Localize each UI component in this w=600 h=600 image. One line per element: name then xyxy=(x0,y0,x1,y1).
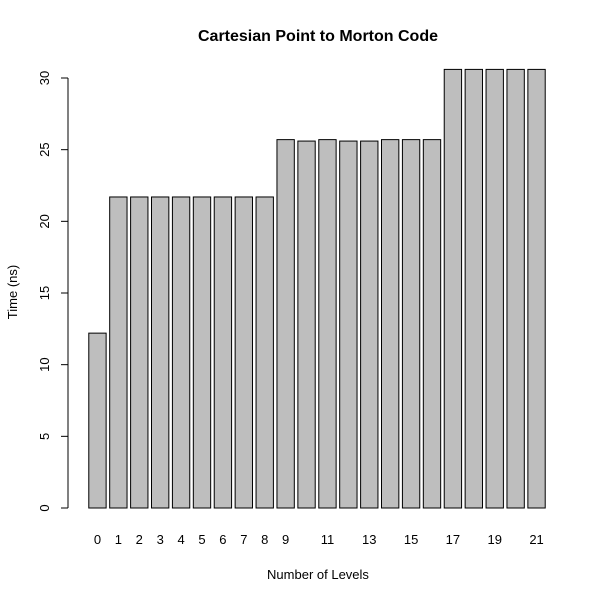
y-tick-label: 25 xyxy=(37,142,52,156)
x-tick-label: 0 xyxy=(94,532,101,547)
x-tick-label: 1 xyxy=(115,532,122,547)
x-tick-label: 7 xyxy=(240,532,247,547)
x-tick-label: 6 xyxy=(219,532,226,547)
bar-13 xyxy=(360,140,379,509)
bar-8 xyxy=(255,196,274,509)
x-tick-label: 3 xyxy=(157,532,164,547)
y-tick-label: 10 xyxy=(37,357,52,371)
bar-0 xyxy=(88,332,107,509)
bar-3 xyxy=(151,196,170,509)
bar-17 xyxy=(443,68,463,509)
y-axis: 0 5 10 15 20 25 30 xyxy=(37,71,69,512)
bar-21 xyxy=(527,68,546,509)
x-tick-labels: 0 1 2 3 4 5 6 7 8 9 11 13 15 17 19 21 xyxy=(94,532,544,547)
bar-6 xyxy=(213,196,233,509)
bar-18 xyxy=(464,68,483,509)
bar-20 xyxy=(506,68,525,509)
x-tick-label: 2 xyxy=(136,532,143,547)
bar-14 xyxy=(381,139,400,509)
chart-title: Cartesian Point to Morton Code xyxy=(198,28,438,45)
y-tick-label: 20 xyxy=(37,214,52,228)
y-tick-label: 5 xyxy=(37,433,52,440)
y-axis-label: Time (ns) xyxy=(5,265,20,319)
x-tick-label: 21 xyxy=(529,532,543,547)
bar-12 xyxy=(339,140,358,509)
bar-10 xyxy=(297,140,316,509)
x-tick-label: 11 xyxy=(321,532,335,547)
bar-15 xyxy=(401,139,421,509)
x-axis-label: Number of Levels xyxy=(267,567,369,582)
x-tick-label: 13 xyxy=(362,532,376,547)
bar-5 xyxy=(192,196,212,509)
bars-group xyxy=(88,68,546,509)
bar-19 xyxy=(485,68,504,509)
x-tick-label: 19 xyxy=(487,532,501,547)
bar-9 xyxy=(276,139,295,509)
x-tick-label: 17 xyxy=(446,532,460,547)
bar-11 xyxy=(318,139,337,509)
y-tick-label: 15 xyxy=(37,286,52,300)
bar-16 xyxy=(422,139,442,509)
x-tick-label: 9 xyxy=(282,532,289,547)
x-tick-label: 4 xyxy=(177,532,184,547)
y-tick-label: 30 xyxy=(37,71,52,85)
bar-2 xyxy=(130,196,149,509)
x-tick-label: 8 xyxy=(261,532,268,547)
bar-1 xyxy=(109,196,128,509)
bar-4 xyxy=(171,196,191,509)
x-tick-label: 5 xyxy=(198,532,205,547)
x-tick-label: 15 xyxy=(404,532,418,547)
y-tick-label: 0 xyxy=(37,504,52,511)
bar-7 xyxy=(234,196,253,509)
